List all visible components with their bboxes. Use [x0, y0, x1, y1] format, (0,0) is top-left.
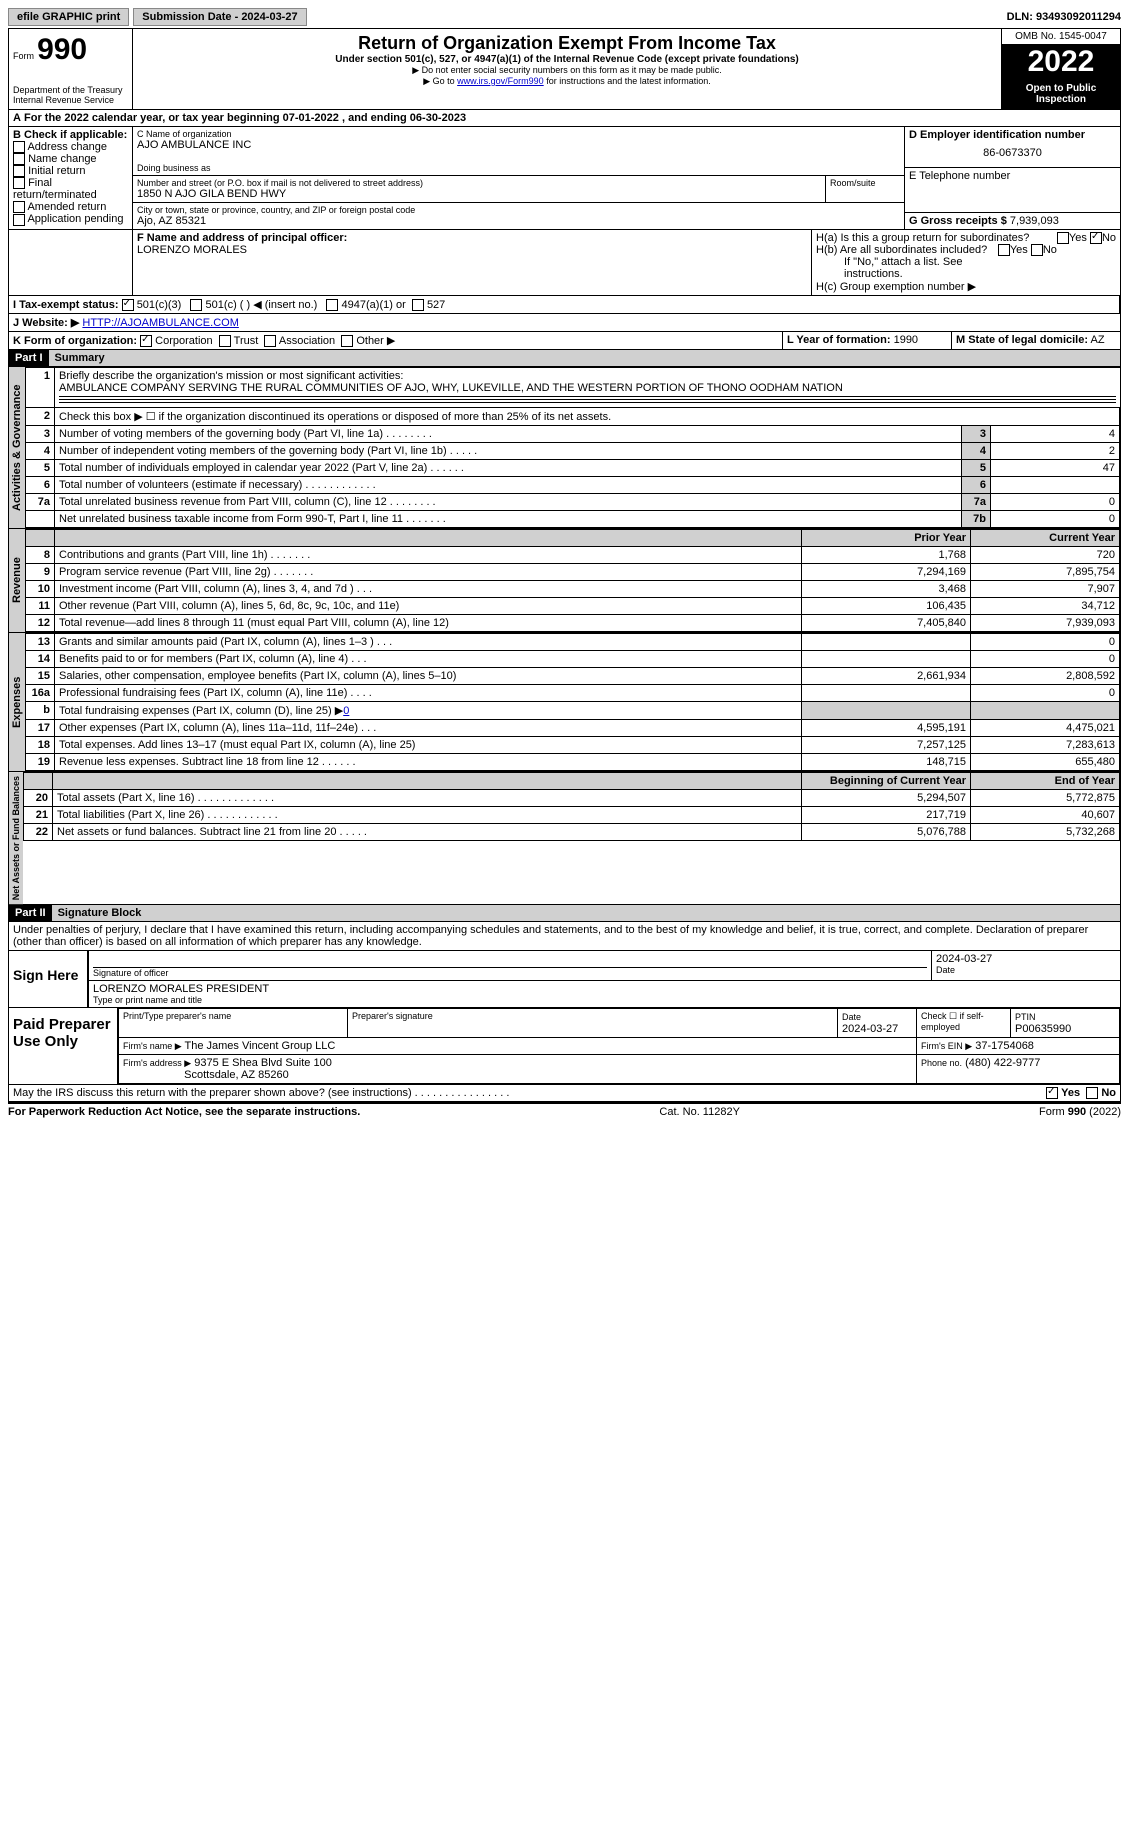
part1-header: Part I Summary [8, 350, 1121, 367]
warning-ssn: ▶ Do not enter social security numbers o… [137, 65, 997, 76]
tax-year: 2022 [1002, 45, 1120, 79]
room-label: Room/suite [830, 178, 900, 188]
perjury-text: Under penalties of perjury, I declare th… [8, 922, 1121, 951]
cb-ha-yes[interactable] [1057, 232, 1069, 244]
cb-name[interactable] [13, 153, 25, 165]
activities-section: Activities & Governance 1 Briefly descri… [8, 367, 1121, 529]
org-name-label: C Name of organization [137, 129, 900, 139]
mission-text: AMBULANCE COMPANY SERVING THE RURAL COMM… [59, 382, 843, 394]
ein: 86-0673370 [909, 141, 1116, 165]
paid-label: Paid Preparer Use Only [9, 1008, 117, 1084]
hc-label: H(c) Group exemption number ▶ [816, 280, 1116, 293]
website-row: J Website: ▶ HTTP://AJOAMBULANCE.COM [8, 314, 1121, 332]
footer: For Paperwork Reduction Act Notice, see … [8, 1102, 1121, 1118]
irs-link[interactable]: www.irs.gov/Form990 [457, 76, 544, 86]
cb-application[interactable] [13, 214, 25, 226]
street-label: Number and street (or P.O. box if mail i… [137, 178, 821, 188]
cb-ha-no[interactable] [1090, 232, 1102, 244]
ha-label: H(a) Is this a group return for subordin… [816, 232, 1116, 244]
cb-527[interactable] [412, 299, 424, 311]
cb-final[interactable] [13, 177, 25, 189]
cb-501c3[interactable] [122, 299, 134, 311]
entity-block: B Check if applicable: Address change Na… [8, 127, 1121, 230]
cb-4947[interactable] [326, 299, 338, 311]
org-form-row: K Form of organization: Corporation Trus… [8, 332, 1121, 350]
sign-block: Sign Here Signature of officer 2024-03-2… [8, 951, 1121, 1008]
cb-discuss-yes[interactable] [1046, 1087, 1058, 1099]
cb-address[interactable] [13, 141, 25, 153]
website-link[interactable]: HTTP://AJOAMBULANCE.COM [82, 317, 238, 329]
dba-label: Doing business as [137, 163, 900, 173]
netassets-section: Net Assets or Fund Balances Beginning of… [8, 772, 1121, 905]
efile-print-button[interactable]: efile GRAPHIC print [8, 8, 129, 26]
officer-name: LORENZO MORALES [137, 244, 807, 256]
department: Department of the Treasury Internal Reve… [13, 85, 128, 105]
revenue-section: Revenue Prior YearCurrent Year 8Contribu… [8, 529, 1121, 633]
city-label: City or town, state or province, country… [137, 205, 900, 215]
gross-receipts-label: G Gross receipts $ [909, 215, 1007, 227]
hb-note: If "No," attach a list. See instructions… [816, 256, 1116, 280]
public-inspection: Open to Public Inspection [1002, 79, 1120, 109]
officer-block: F Name and address of principal officer:… [8, 230, 1121, 296]
period-row: A For the 2022 calendar year, or tax yea… [8, 110, 1121, 127]
officer-sig-name: LORENZO MORALES PRESIDENT [93, 983, 1116, 995]
cb-initial[interactable] [13, 165, 25, 177]
city: Ajo, AZ 85321 [137, 215, 900, 227]
cb-hb-no[interactable] [1031, 244, 1043, 256]
phone-label: E Telephone number [909, 170, 1116, 182]
part2-header: Part II Signature Block [8, 905, 1121, 922]
expenses-section: Expenses 13Grants and similar amounts pa… [8, 633, 1121, 772]
tax-status-row: I Tax-exempt status: 501(c)(3) 501(c) ( … [8, 296, 1121, 314]
form-title: Return of Organization Exempt From Incom… [137, 33, 997, 54]
cb-501c[interactable] [190, 299, 202, 311]
officer-label: F Name and address of principal officer: [137, 232, 807, 244]
submission-date: Submission Date - 2024-03-27 [133, 8, 306, 26]
cb-corp[interactable] [140, 335, 152, 347]
form-number: 990 [37, 33, 87, 66]
form-label: Form [13, 51, 34, 61]
form-header: Form 990 Department of the Treasury Inte… [8, 28, 1121, 110]
header-bar: efile GRAPHIC print Submission Date - 20… [8, 8, 1121, 26]
cb-trust[interactable] [219, 335, 231, 347]
block-b-label: B Check if applicable: [13, 129, 128, 141]
street: 1850 N AJO GILA BEND HWY [137, 188, 821, 200]
activities-label: Activities & Governance [9, 367, 25, 528]
sign-here-label: Sign Here [9, 951, 87, 1007]
cb-hb-yes[interactable] [998, 244, 1010, 256]
cb-other[interactable] [341, 335, 353, 347]
dln: DLN: 93493092011294 [1007, 11, 1121, 23]
hb-label: H(b) Are all subordinates included? Yes … [816, 244, 1116, 256]
cb-amended[interactable] [13, 201, 25, 213]
org-name: AJO AMBULANCE INC [137, 139, 900, 151]
ein-label: D Employer identification number [909, 129, 1116, 141]
warning-link: ▶ Go to www.irs.gov/Form990 for instruct… [137, 76, 997, 87]
form-subtitle: Under section 501(c), 527, or 4947(a)(1)… [137, 54, 997, 65]
omb-number: OMB No. 1545-0047 [1002, 29, 1120, 45]
paid-preparer-block: Paid Preparer Use Only Print/Type prepar… [8, 1008, 1121, 1085]
discuss-row: May the IRS discuss this return with the… [8, 1085, 1121, 1102]
cb-discuss-no[interactable] [1086, 1087, 1098, 1099]
cb-assoc[interactable] [264, 335, 276, 347]
gross-receipts: 7,939,093 [1010, 215, 1059, 227]
val-l3: 4 [991, 426, 1120, 443]
